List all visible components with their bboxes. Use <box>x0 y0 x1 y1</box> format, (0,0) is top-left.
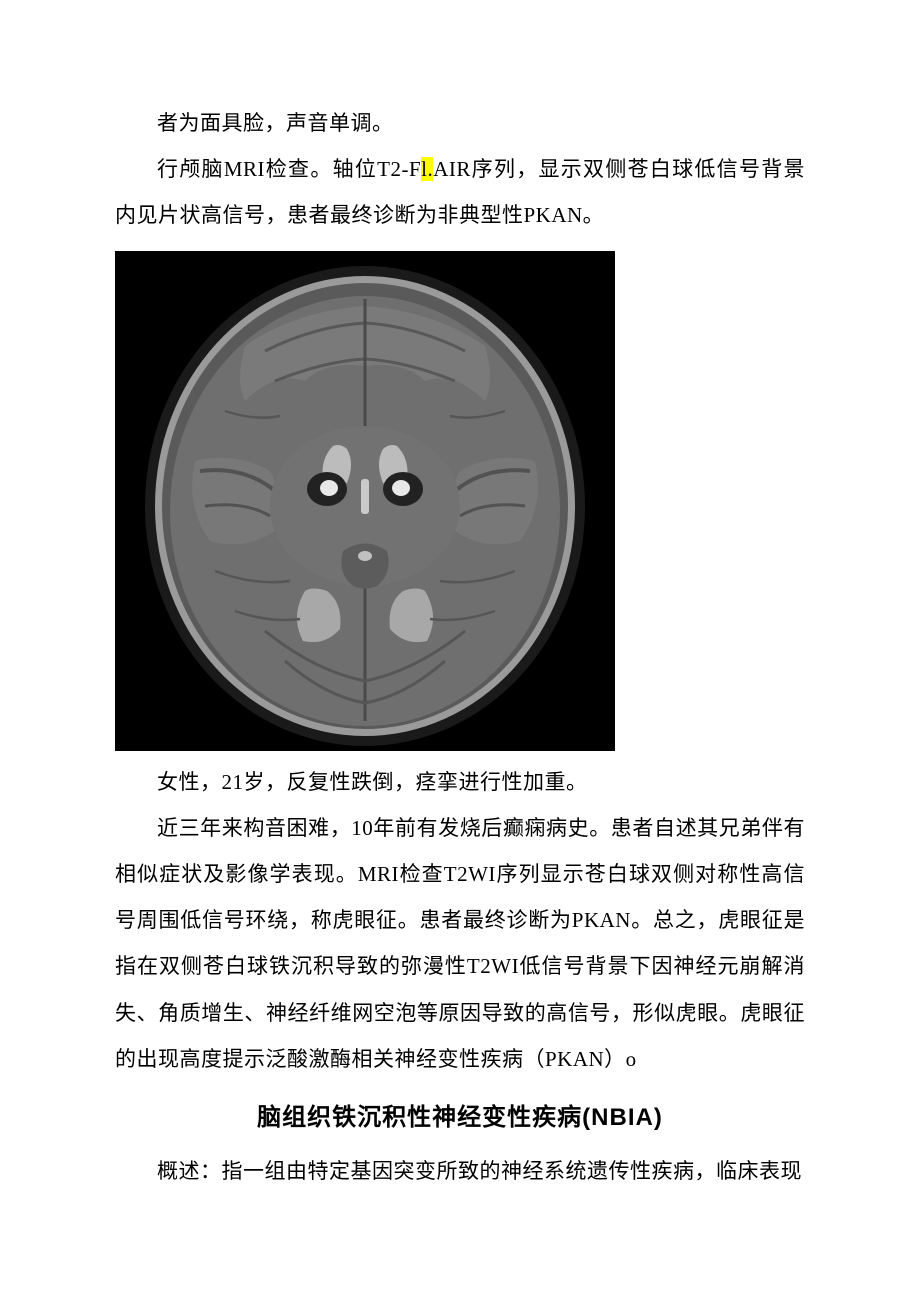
text-pre-highlight: 行颅脑MRI检查。轴位T2-F <box>157 157 421 181</box>
paragraph-continuation: 者为面具脸，声音单调。 <box>115 100 805 146</box>
mri-image-container <box>115 251 805 751</box>
paragraph-overview: 概述：指一组由特定基因突变所致的神经系统遗传性疾病，临床表现 <box>115 1148 805 1194</box>
section-heading-nbia: 脑组织铁沉积性神经变性疾病(NBIA) <box>115 1106 805 1130</box>
paragraph-case-detail: 近三年来构音困难，10年前有发烧后癫痫病史。患者自述其兄弟伴有相似症状及影像学表… <box>115 805 805 1082</box>
mri-axial-image <box>115 251 615 751</box>
paragraph-mri-desc: 行颅脑MRI检查。轴位T2-Fl.AIR序列，显示双侧苍白球低信号背景内见片状高… <box>115 146 805 238</box>
image-caption: 女性，21岁，反复性跌倒，痉挛进行性加重。 <box>115 759 805 805</box>
highlighted-text: l. <box>421 157 433 181</box>
